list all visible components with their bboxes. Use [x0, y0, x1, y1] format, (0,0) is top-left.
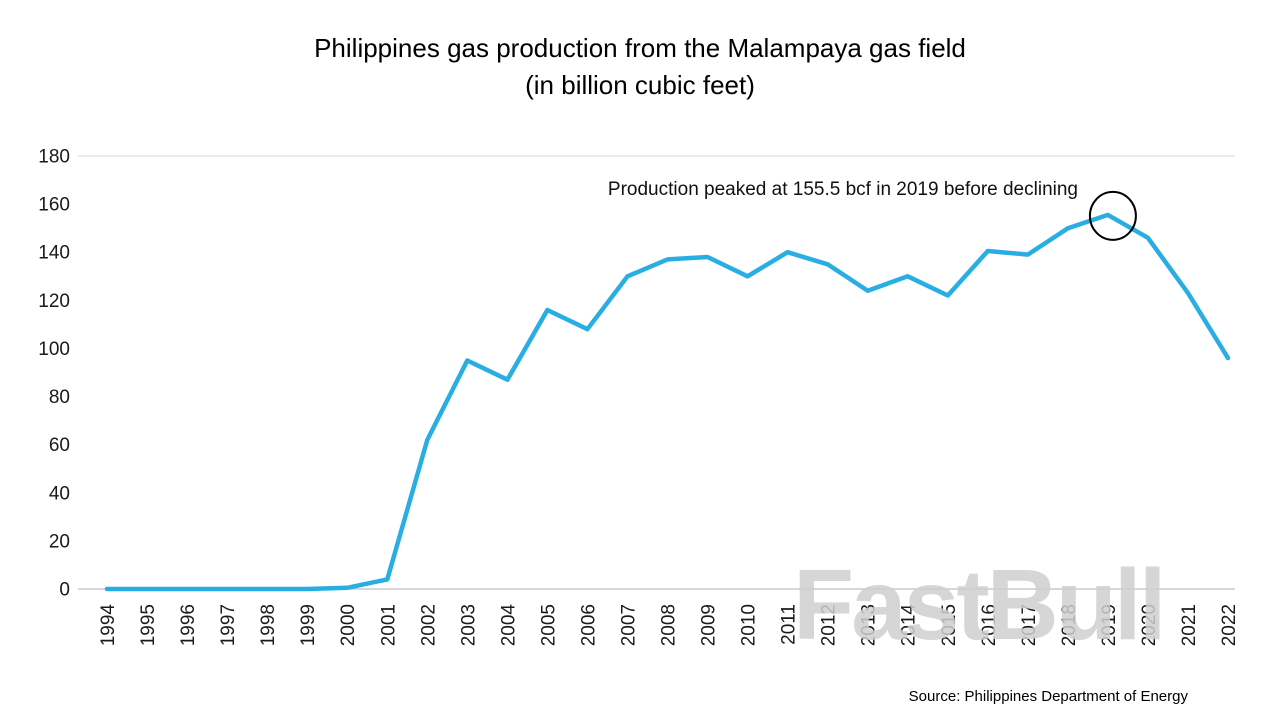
y-axis-tick-label: 40: [49, 483, 70, 504]
peak-annotation-label: Production peaked at 155.5 bcf in 2019 b…: [607, 179, 1078, 200]
x-axis-tick-label: 2007: [619, 604, 640, 646]
x-axis-tick-label: 1998: [258, 604, 279, 646]
y-axis-tick-label: 0: [59, 580, 70, 601]
peak-circle: [1088, 190, 1137, 241]
x-axis-tick-label: 1996: [178, 604, 199, 646]
y-axis-tick-label: 140: [38, 243, 70, 264]
x-axis-tick-label: 2003: [458, 604, 479, 646]
y-axis-tick-label: 60: [49, 435, 70, 456]
source-label: Source: Philippines Department of Energy: [908, 688, 1188, 705]
x-axis-tick-label: 2019: [1099, 604, 1120, 646]
chart-title: Philippines gas production from the Mala…: [0, 30, 1280, 104]
chart-title-line2: (in billion cubic feet): [525, 70, 755, 100]
x-axis-tick-label: 2001: [378, 604, 399, 646]
x-axis-tick-label: 2013: [859, 604, 880, 646]
x-axis-tick-label: 2016: [979, 604, 1000, 646]
x-axis-tick-label: 2006: [578, 604, 599, 646]
x-axis-tick-label: 2000: [338, 604, 359, 646]
y-axis-tick-label: 180: [38, 147, 70, 168]
x-axis-tick-label: 1997: [218, 604, 239, 646]
x-axis-tick-label: 1999: [298, 604, 319, 646]
chart-title-line1: Philippines gas production from the Mala…: [314, 33, 966, 63]
x-axis-tick-label: 2021: [1179, 604, 1200, 646]
x-axis-tick-label: 2011: [779, 604, 800, 645]
x-axis-tick-label: 1994: [98, 604, 119, 647]
x-axis-tick-label: 2018: [1059, 604, 1080, 646]
y-axis-tick-label: 20: [49, 531, 70, 552]
x-axis-tick-label: 2022: [1219, 604, 1240, 646]
x-axis-tick-label: 1995: [138, 604, 159, 646]
y-axis-tick-label: 120: [38, 291, 70, 312]
x-axis-tick-label: 2015: [939, 604, 960, 646]
x-axis-tick-label: 2004: [498, 604, 519, 647]
x-axis-tick-label: 2002: [418, 604, 439, 646]
production-line: [104, 212, 1231, 592]
y-axis-tick-label: 160: [38, 195, 70, 216]
y-axis-tick-label: 100: [38, 339, 70, 360]
x-axis-tick-label: 2005: [538, 604, 559, 646]
x-axis-tick-label: 2009: [699, 604, 720, 646]
x-axis-tick-label: 2012: [819, 604, 840, 646]
y-axis-tick-label: 80: [49, 387, 70, 408]
x-axis-tick-label: 2017: [1019, 604, 1040, 646]
x-axis-tick-label: 2010: [739, 604, 760, 646]
x-axis-tick-label: 2008: [659, 604, 680, 646]
x-axis-tick-label: 2020: [1139, 604, 1160, 646]
x-axis-tick-label: 2014: [899, 604, 920, 647]
